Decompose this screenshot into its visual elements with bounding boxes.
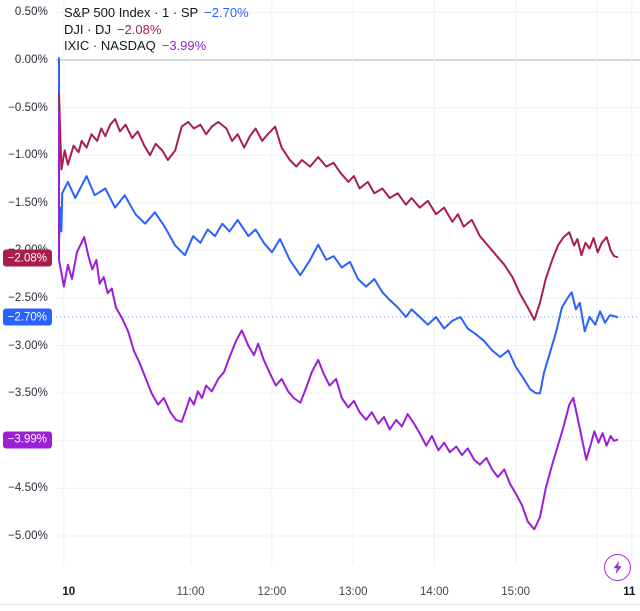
time-label: 15:00 — [501, 586, 531, 598]
legend-symbol-label[interactable]: S&P 500 Index · 1 · SP — [64, 5, 199, 20]
price-tick-label: −4.50% — [8, 482, 48, 495]
legend-item-sp500[interactable]: S&P 500 Index · 1 · SP −2.70% — [64, 5, 249, 22]
price-tick-label: −1.00% — [8, 149, 48, 162]
time-label: 14:00 — [419, 586, 449, 598]
market-status-button[interactable] — [604, 554, 631, 581]
legend-item-dji[interactable]: DJI · DJ −2.08% — [64, 22, 249, 39]
series-line-ixic[interactable] — [58, 111, 619, 531]
price-scale[interactable]: 0.50%0.00%−0.50%−1.00%−1.50%−2.00%−2.50%… — [0, 0, 56, 565]
price-tick-label: −3.00% — [8, 339, 48, 352]
price-tick-label: −2.50% — [8, 292, 48, 304]
price-tick-label: 0.00% — [14, 54, 48, 66]
legend-item-ixic[interactable]: IXIC · NASDAQ −3.99% — [64, 38, 249, 55]
price-tick-label: −3.50% — [8, 387, 48, 400]
time-label: 13:00 — [338, 586, 368, 598]
legend-change-value: −2.08% — [116, 21, 162, 37]
series-line-dji[interactable] — [58, 92, 619, 321]
legend: S&P 500 Index · 1 · SP −2.70% DJI · DJ −2.0… — [64, 5, 249, 55]
price-badge-dji: −2.08% — [2, 249, 52, 267]
legend-change-value: −2.70% — [204, 5, 249, 20]
price-tick-label: −0.50% — [8, 101, 48, 114]
legend-change-value: −3.99% — [161, 38, 207, 53]
time-label: 11:00 — [176, 586, 205, 598]
price-badge-sp500: −2.70% — [2, 308, 52, 326]
bottom-separator — [0, 604, 640, 605]
price-tick-label: −1.50% — [8, 196, 48, 209]
lightning-icon — [613, 560, 622, 575]
date-label: 10 — [62, 586, 76, 598]
legend-symbol-label[interactable]: DJI · DJ — [64, 21, 111, 37]
price-tick-label: −5.00% — [8, 530, 48, 542]
time-label: 12:00 — [257, 586, 287, 598]
time-scale[interactable]: 10 11:00 12:00 13:00 14:00 15:00 11 — [0, 565, 640, 605]
price-tick-label: 0.50% — [14, 6, 48, 19]
price-badge-ixic: −3.99% — [2, 431, 52, 449]
date-label: 11 — [623, 586, 636, 598]
series-line-sp500[interactable] — [58, 57, 619, 395]
legend-symbol-label[interactable]: IXIC · NASDAQ — [64, 38, 156, 53]
